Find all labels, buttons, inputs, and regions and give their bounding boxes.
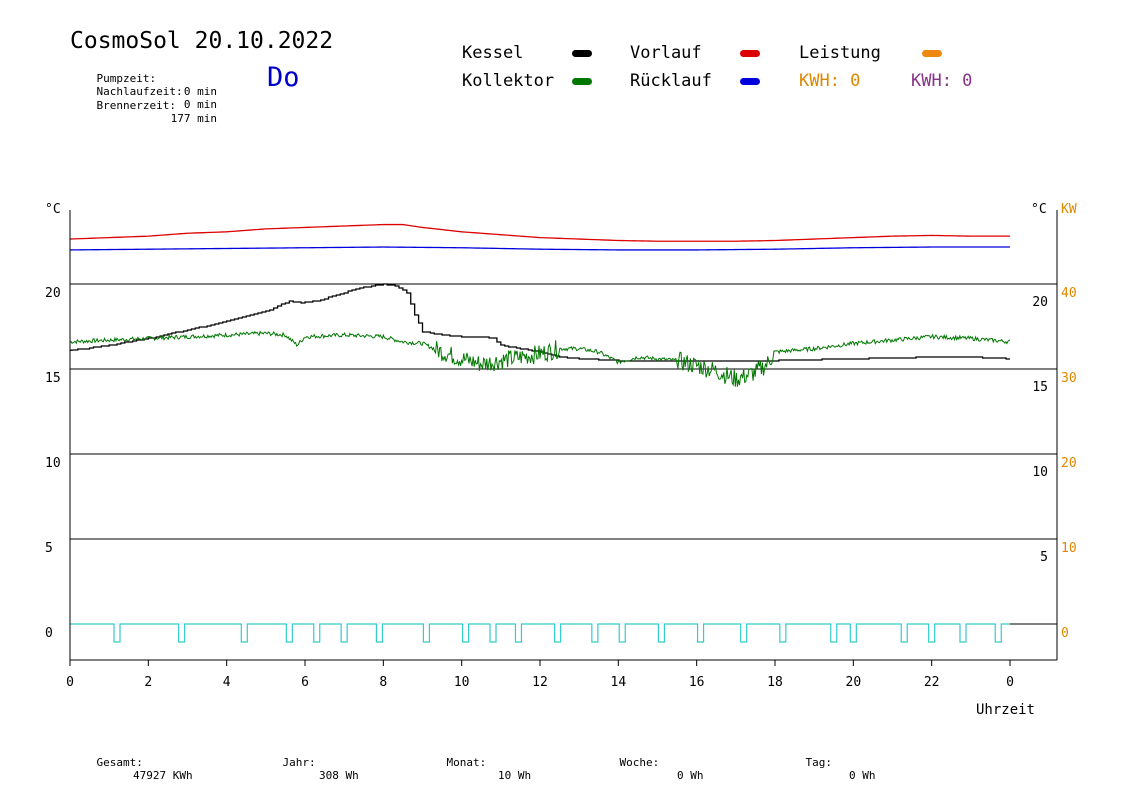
x-tick-label: 0 xyxy=(66,675,74,690)
series-ruecklauf-line xyxy=(69,246,1010,251)
footer-tag: Tag: 0 Wh xyxy=(779,743,876,795)
x-tick-label: 8 xyxy=(379,675,387,690)
legend-vorlauf-label: Vorlauf xyxy=(630,43,702,63)
info-value: 0 min xyxy=(183,85,217,98)
footer-label: Jahr: xyxy=(282,756,316,769)
y-tick-label-left: 10 xyxy=(45,456,61,471)
footer-gesamt: Gesamt: 47927 KWh xyxy=(70,743,193,795)
x-tick-label: 4 xyxy=(223,675,231,690)
legend-kessel-label: Kessel xyxy=(462,43,524,63)
info-label: Nachlaufzeit: xyxy=(96,85,183,98)
x-tick-label: 2 xyxy=(144,675,152,690)
x-tick-label: 12 xyxy=(532,675,548,690)
x-tick-label: 10 xyxy=(454,675,470,690)
weekday-label: Do xyxy=(267,62,300,93)
x-tick-label: 18 xyxy=(767,675,783,690)
info-value: 177 min xyxy=(170,112,217,125)
legend-ruecklauf-label: Rücklauf xyxy=(630,71,712,91)
info-nachlaufzeit: Nachlaufzeit: 0 min xyxy=(70,72,218,124)
info-label: Pumpzeit: xyxy=(96,72,157,85)
legend-leistung-label: Leistung xyxy=(799,43,881,63)
y-tick-label-right: 5 xyxy=(1040,550,1048,565)
legend-kwh1-label: KWH: 0 xyxy=(799,71,861,91)
footer-label: Monat: xyxy=(446,756,487,769)
info-value: 0 min xyxy=(183,98,217,111)
x-tick-label: 22 xyxy=(924,675,940,690)
footer-value: 10 Wh xyxy=(498,769,532,782)
y-tick-label-right: 10 xyxy=(1032,465,1048,480)
info-pumpzeit: Pumpzeit: 0 min xyxy=(70,59,218,111)
footer-value: 0 Wh xyxy=(677,769,704,782)
legend-kollektor-swatch xyxy=(572,78,592,85)
x-tick-label: 6 xyxy=(301,675,309,690)
y-tick-label-left: 5 xyxy=(45,541,53,556)
footer-label: Woche: xyxy=(619,756,660,769)
legend-kollektor-label: Kollektor xyxy=(462,71,555,91)
series-kessel-line xyxy=(69,283,1010,362)
series-pumpe-line xyxy=(70,623,1010,643)
y-tick-label-power: 20 xyxy=(1061,456,1077,471)
y-tick-label-power: 10 xyxy=(1061,541,1077,556)
series-kollektor-line xyxy=(69,330,1011,387)
footer-jahr: Jahr: 308 Wh xyxy=(256,743,359,795)
y-tick-label-right: 15 xyxy=(1032,380,1048,395)
x-tick-label: 0 xyxy=(1006,675,1014,690)
y-tick-label-power: 30 xyxy=(1061,371,1077,386)
legend-ruecklauf-swatch xyxy=(740,78,760,85)
y-axis-label-power: KW xyxy=(1061,202,1077,217)
legend-kessel-swatch xyxy=(572,50,592,57)
x-tick-label: 14 xyxy=(611,675,627,690)
footer-value: 0 Wh xyxy=(849,769,876,782)
legend-vorlauf-swatch xyxy=(740,50,760,57)
y-axis-label-left: °C xyxy=(45,202,61,217)
x-tick-label: 16 xyxy=(689,675,705,690)
info-brennerzeit: Brennerzeit: 177 min xyxy=(70,86,218,138)
y-tick-label-power: 0 xyxy=(1061,626,1069,641)
info-label: Brennerzeit: xyxy=(96,99,176,112)
y-tick-label-left: 15 xyxy=(45,371,61,386)
y-tick-label-right: 20 xyxy=(1032,295,1048,310)
y-axis-label-right: °C xyxy=(1031,202,1047,217)
y-tick-label-power: 40 xyxy=(1061,286,1077,301)
x-tick-label: 20 xyxy=(846,675,862,690)
footer-value: 308 Wh xyxy=(319,769,359,782)
legend-leistung-swatch xyxy=(922,50,942,57)
legend-kwh2-label: KWH: 0 xyxy=(911,71,973,91)
footer-woche: Woche: 0 Wh xyxy=(593,743,704,795)
footer-value: 47927 KWh xyxy=(133,769,193,782)
y-tick-label-left: 0 xyxy=(45,626,53,641)
footer-label: Gesamt: xyxy=(96,756,143,769)
footer-monat: Monat: 10 Wh xyxy=(420,743,532,795)
y-tick-label-left: 20 xyxy=(45,286,61,301)
series-vorlauf-line xyxy=(69,223,1010,242)
footer-label: Tag: xyxy=(805,756,833,769)
x-axis-label: Uhrzeit xyxy=(976,702,1035,718)
page-title: CosmoSol 20.10.2022 xyxy=(70,28,334,54)
